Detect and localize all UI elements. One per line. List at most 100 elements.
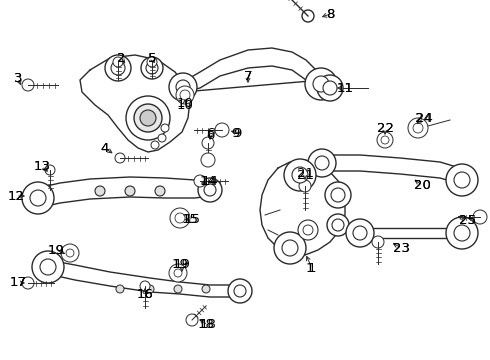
Circle shape [198, 178, 222, 202]
Text: 23: 23 [393, 242, 411, 255]
Circle shape [45, 165, 55, 175]
Circle shape [22, 182, 54, 214]
Circle shape [113, 57, 123, 67]
Text: 19: 19 [172, 258, 189, 271]
Text: 24: 24 [415, 112, 431, 125]
Polygon shape [38, 177, 210, 208]
Text: 19: 19 [48, 243, 65, 257]
Circle shape [202, 285, 210, 293]
Circle shape [147, 57, 157, 67]
Circle shape [284, 159, 316, 191]
Circle shape [323, 81, 337, 95]
Circle shape [446, 164, 478, 196]
Circle shape [292, 167, 308, 183]
Text: 22: 22 [376, 122, 393, 135]
Text: 19: 19 [48, 243, 65, 257]
Circle shape [161, 124, 169, 132]
Text: 15: 15 [181, 212, 198, 225]
Circle shape [95, 186, 105, 196]
Circle shape [155, 186, 165, 196]
Circle shape [116, 285, 124, 293]
Circle shape [141, 57, 163, 79]
Text: 21: 21 [296, 168, 314, 181]
Text: 6: 6 [206, 129, 214, 141]
Text: 16: 16 [137, 288, 153, 302]
Text: 8: 8 [326, 8, 334, 21]
Text: 17: 17 [9, 276, 26, 289]
Text: 22: 22 [376, 122, 393, 135]
Circle shape [66, 249, 74, 257]
Text: 23: 23 [393, 242, 411, 255]
Text: 14: 14 [199, 175, 217, 188]
Circle shape [32, 251, 64, 283]
Text: 3: 3 [14, 72, 22, 85]
Text: 2: 2 [117, 51, 125, 64]
Circle shape [331, 188, 345, 202]
Circle shape [325, 182, 351, 208]
Circle shape [176, 86, 194, 104]
Circle shape [327, 214, 349, 236]
Text: 4: 4 [101, 141, 109, 154]
Circle shape [186, 314, 198, 326]
Text: 17: 17 [9, 276, 26, 289]
Text: 6: 6 [206, 126, 214, 140]
Circle shape [126, 96, 170, 140]
Circle shape [140, 281, 150, 291]
Text: 7: 7 [244, 69, 252, 82]
Text: 18: 18 [197, 319, 215, 332]
Circle shape [413, 123, 423, 133]
Circle shape [298, 220, 318, 240]
Circle shape [174, 285, 182, 293]
Circle shape [30, 190, 46, 206]
Circle shape [61, 244, 79, 262]
Text: 20: 20 [414, 179, 430, 192]
Circle shape [274, 232, 306, 264]
Circle shape [140, 110, 156, 126]
Circle shape [194, 175, 206, 187]
Circle shape [174, 269, 182, 277]
Text: 25: 25 [459, 213, 475, 226]
Circle shape [204, 184, 216, 196]
Text: 8: 8 [326, 8, 334, 21]
Circle shape [170, 208, 190, 228]
Circle shape [111, 61, 125, 75]
Circle shape [40, 259, 56, 275]
Circle shape [180, 90, 190, 100]
Circle shape [22, 79, 34, 91]
Text: 1: 1 [306, 261, 314, 274]
Polygon shape [183, 48, 322, 92]
Text: 13: 13 [33, 159, 50, 172]
Circle shape [372, 236, 384, 248]
Circle shape [381, 136, 389, 144]
Circle shape [201, 153, 215, 167]
Text: 3: 3 [14, 72, 22, 85]
Circle shape [146, 285, 154, 293]
Circle shape [282, 240, 298, 256]
Circle shape [169, 264, 187, 282]
Text: 18: 18 [199, 319, 217, 332]
Text: 7: 7 [244, 69, 252, 82]
Text: 15: 15 [183, 212, 200, 225]
Text: 25: 25 [459, 213, 475, 226]
Polygon shape [260, 160, 345, 255]
Circle shape [146, 62, 158, 74]
Text: 2: 2 [117, 51, 125, 64]
Circle shape [234, 285, 246, 297]
Circle shape [408, 118, 428, 138]
Circle shape [158, 134, 166, 142]
Text: 24: 24 [416, 112, 433, 125]
Text: 12: 12 [7, 189, 24, 202]
Circle shape [353, 226, 367, 240]
Circle shape [377, 132, 393, 148]
Text: 13: 13 [33, 159, 50, 172]
Text: 10: 10 [176, 96, 194, 109]
Circle shape [202, 137, 214, 149]
Circle shape [169, 73, 197, 101]
Circle shape [332, 219, 344, 231]
Circle shape [346, 219, 374, 247]
Text: 12: 12 [7, 189, 24, 202]
Text: 19: 19 [173, 258, 191, 271]
Text: 20: 20 [414, 179, 430, 192]
Circle shape [176, 80, 190, 94]
Circle shape [305, 68, 337, 100]
